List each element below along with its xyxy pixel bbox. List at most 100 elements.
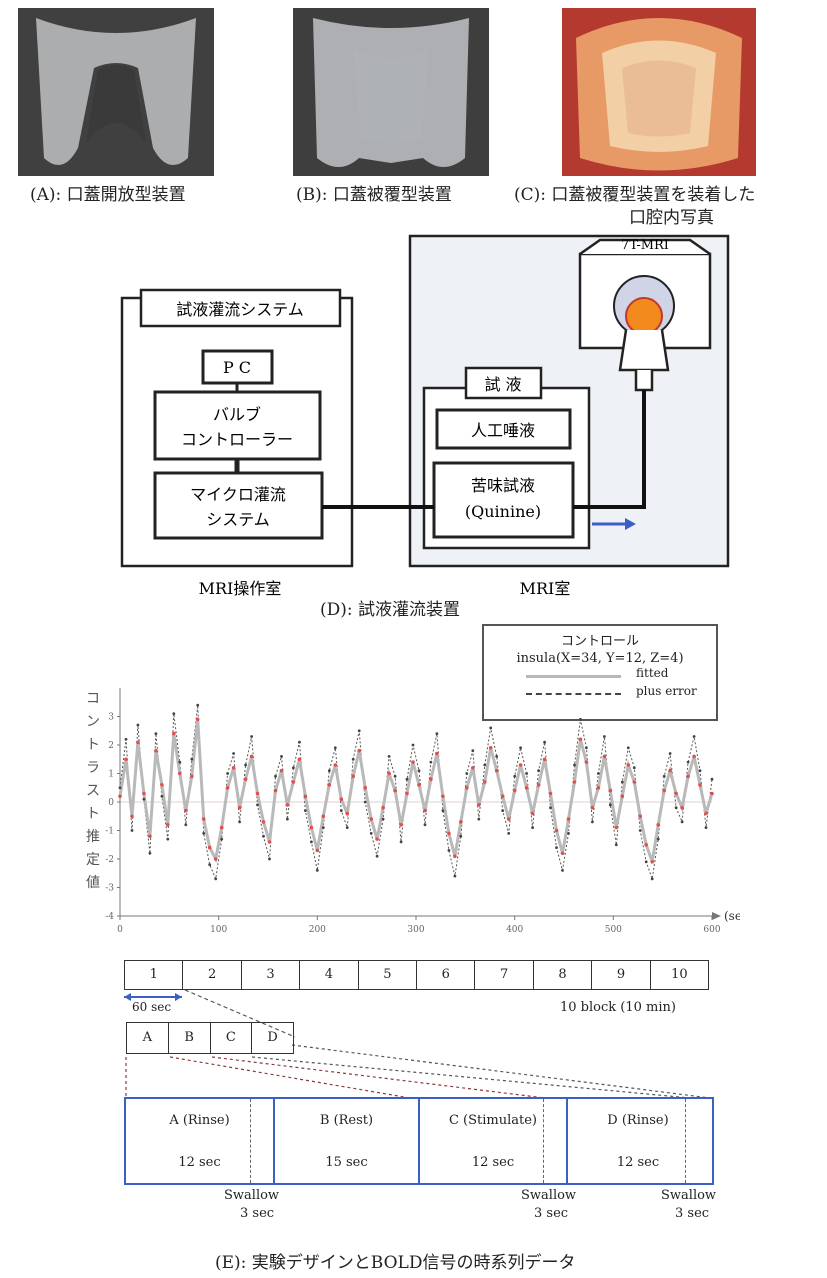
micro-label-1: マイクロ灌流 bbox=[190, 485, 286, 504]
error-point bbox=[710, 777, 714, 781]
y-tick-label: 0 bbox=[108, 798, 114, 808]
fitted-point bbox=[405, 791, 409, 796]
mri-room-label: MRI室 bbox=[520, 579, 571, 598]
fitted-point bbox=[488, 746, 493, 750]
fitted-point bbox=[710, 791, 714, 796]
fitted-point bbox=[512, 788, 517, 793]
caption-b: (B): 口蓋被覆型装置 bbox=[296, 185, 452, 205]
fitted-point bbox=[213, 857, 218, 861]
error-point bbox=[405, 777, 409, 781]
legend-fitted-label: fitted bbox=[636, 666, 669, 680]
valve-label-1: バルブ bbox=[213, 405, 261, 424]
fitted-point bbox=[225, 786, 230, 790]
perfusion-system-label: 試液灌流システム bbox=[176, 300, 304, 319]
error-point bbox=[620, 780, 624, 784]
error-point bbox=[268, 857, 271, 861]
x-tick-label: 400 bbox=[506, 925, 523, 935]
error-point bbox=[626, 746, 630, 750]
phase-cell: C (Stimulate) 12 sec bbox=[420, 1099, 568, 1183]
error-point bbox=[561, 869, 564, 872]
error-point bbox=[698, 769, 702, 773]
bitter-label-2: (Quinine) bbox=[465, 502, 541, 521]
error-point bbox=[567, 832, 570, 835]
fitted-point bbox=[190, 774, 194, 779]
error-point bbox=[393, 774, 397, 778]
error-point bbox=[638, 829, 642, 832]
fitted-point bbox=[578, 737, 583, 742]
error-point bbox=[644, 860, 648, 864]
block-cell: 2 bbox=[183, 961, 242, 989]
error-point bbox=[489, 726, 493, 730]
solution-title-box bbox=[464, 366, 543, 400]
swallow-marker bbox=[543, 1099, 544, 1183]
error-point bbox=[327, 769, 331, 773]
fitted-point bbox=[327, 783, 332, 787]
fitted-point bbox=[477, 803, 481, 807]
y-tick-label: -2 bbox=[105, 855, 114, 865]
fitted-point bbox=[566, 817, 571, 821]
series-fitted bbox=[118, 719, 714, 864]
error-point bbox=[178, 760, 182, 764]
fitted-point bbox=[536, 783, 541, 787]
fitted-point bbox=[249, 754, 254, 759]
error-point bbox=[453, 874, 457, 878]
perfusion-system-box bbox=[139, 288, 342, 328]
x-unit-label: (sec) bbox=[724, 909, 740, 923]
caption-a: (A): 口蓋開放型装置 bbox=[30, 185, 186, 205]
fitted-point bbox=[686, 774, 690, 779]
fitted-point bbox=[441, 794, 445, 799]
error-point bbox=[190, 757, 194, 761]
fitted-point bbox=[201, 817, 206, 821]
block-cell: 7 bbox=[475, 961, 534, 989]
fitted-point bbox=[548, 791, 553, 796]
fitted-point bbox=[644, 843, 648, 847]
error-point bbox=[214, 877, 218, 881]
bitter-label-1: 苦味試液 bbox=[471, 476, 535, 495]
fitted-point bbox=[423, 808, 427, 813]
fitted-point bbox=[351, 774, 355, 779]
error-point bbox=[447, 849, 451, 852]
fitted-point bbox=[160, 783, 164, 787]
y-tick-label: 2 bbox=[108, 741, 114, 751]
fitted-point bbox=[698, 783, 702, 787]
error-point bbox=[674, 806, 678, 810]
error-point bbox=[238, 820, 242, 824]
error-point bbox=[579, 717, 582, 721]
error-point bbox=[477, 817, 481, 821]
legend-box: コントロール insula(X=34, Y=12, Z=4) fitted pl… bbox=[482, 624, 718, 721]
error-point bbox=[321, 826, 325, 829]
error-point bbox=[280, 755, 283, 758]
error-point bbox=[704, 826, 708, 829]
error-point bbox=[513, 774, 517, 778]
error-point bbox=[656, 837, 660, 841]
error-point bbox=[429, 760, 433, 764]
error-point bbox=[220, 837, 224, 841]
design-connectors bbox=[124, 989, 711, 1099]
error-point bbox=[650, 877, 654, 881]
error-point bbox=[166, 837, 170, 841]
fitted-point bbox=[291, 780, 296, 784]
error-point bbox=[232, 752, 236, 755]
fitted-point bbox=[608, 788, 613, 793]
phase-row: A (Rinse) 12 sec B (Rest) 15 sec C (Stimulat… bbox=[124, 1097, 714, 1185]
error-point bbox=[435, 732, 439, 735]
fitted-point bbox=[417, 783, 421, 787]
fitted-point bbox=[506, 817, 511, 821]
fitted-point bbox=[297, 757, 302, 762]
photo-intraoral-with-device bbox=[562, 8, 756, 176]
error-point bbox=[351, 757, 355, 761]
phase-duration: 15 sec bbox=[325, 1155, 368, 1170]
error-point bbox=[417, 769, 421, 773]
fitted-point bbox=[704, 811, 708, 816]
fitted-point bbox=[626, 763, 631, 767]
error-point bbox=[573, 763, 576, 767]
error-point bbox=[244, 763, 248, 767]
error-point bbox=[495, 755, 499, 758]
sub-block-cell: C bbox=[211, 1023, 253, 1053]
error-point bbox=[549, 806, 552, 810]
caption-c-line2: 口腔内写真 bbox=[629, 208, 714, 228]
error-point bbox=[555, 846, 558, 849]
block-cell: 1 bbox=[125, 961, 184, 989]
x-tick-label: 0 bbox=[117, 925, 123, 935]
error-point bbox=[333, 746, 337, 750]
